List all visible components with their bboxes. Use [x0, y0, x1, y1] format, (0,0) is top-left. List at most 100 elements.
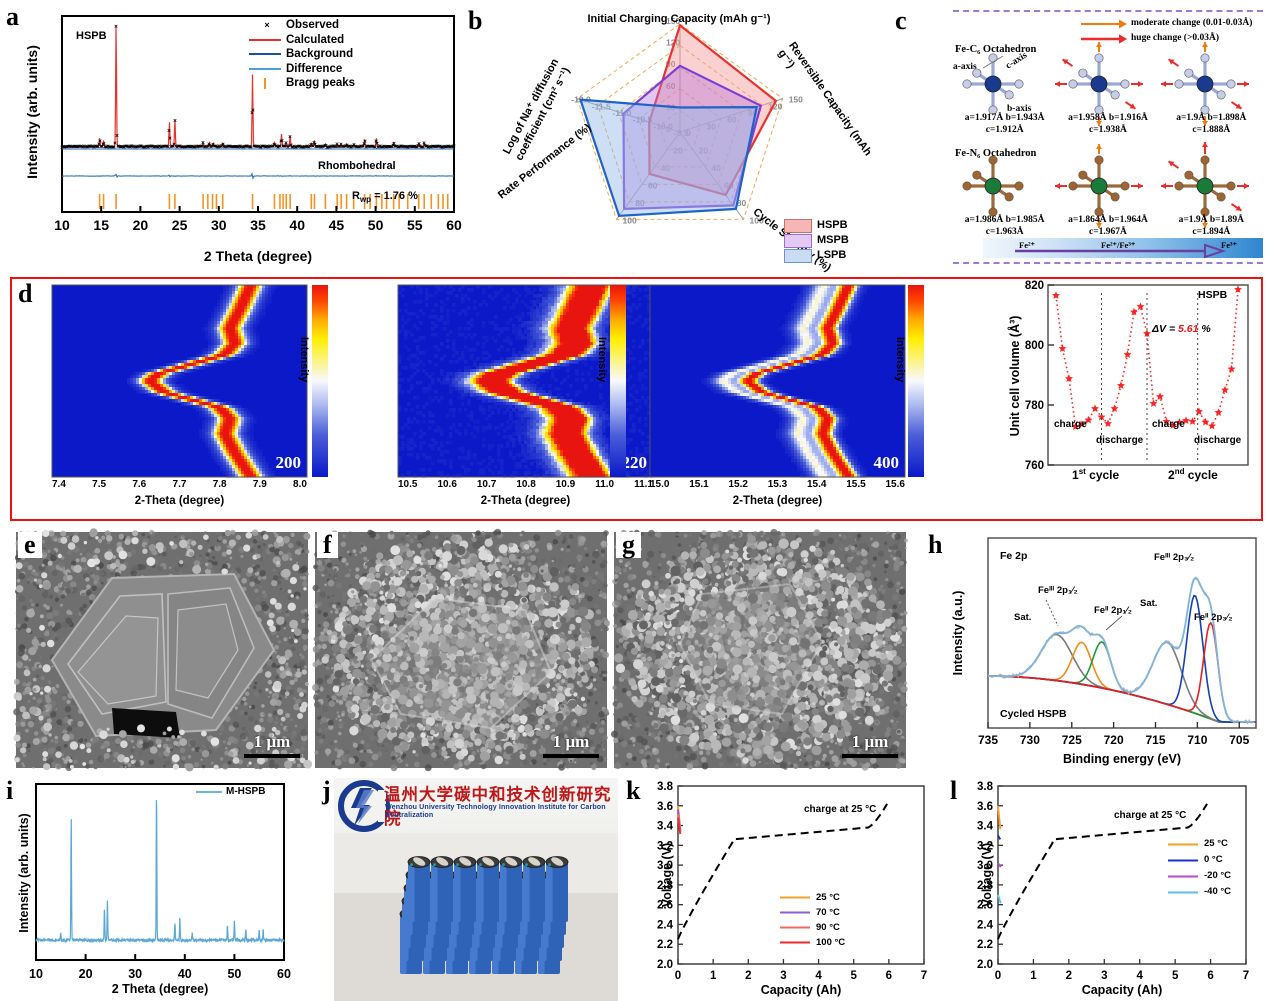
legend-label: 90 °C	[816, 922, 840, 933]
tick-label: 10.8	[516, 479, 536, 490]
panel-i-plot: 10 20 30 40 50 60	[29, 783, 291, 981]
panel-i-label: i	[6, 776, 14, 805]
scalebar-g-line	[842, 754, 898, 758]
valence-arrow-icon	[1015, 243, 1227, 259]
svg-text:25: 25	[172, 217, 188, 233]
svg-text:120: 120	[666, 38, 680, 48]
valence-label-0: Fe²⁺	[1019, 240, 1035, 250]
legend-item-70c: 70 °C	[780, 905, 845, 920]
tick-label: 15.2	[728, 479, 748, 490]
svg-text:100: 100	[623, 215, 637, 225]
svg-text:-10.5: -10.5	[633, 115, 653, 125]
ann-fe2-2p12: Feᴵᴵ 2p₁⁄₂	[1094, 605, 1132, 616]
svg-text:50: 50	[368, 217, 384, 233]
panel-c-axis-a: a-axis	[953, 62, 977, 72]
line-swatch-icon	[1168, 859, 1198, 861]
panel-d: d 200 7.4 7.5 7.6 7.7 7.8 7.9 8.0 2-Thet…	[10, 277, 1263, 521]
heatmap-200-image	[51, 284, 308, 478]
legend-item-bragg: Bragg peaks	[248, 76, 355, 91]
panel-g: g 1 μm	[611, 528, 908, 771]
tick-label: 8.0	[293, 479, 307, 490]
legend-label: Background	[286, 48, 354, 61]
legend-item-0c: 0 °C	[1168, 852, 1231, 868]
tick-label: 10.7	[476, 479, 497, 490]
heatmap-400-image	[649, 284, 906, 478]
svg-text:55: 55	[407, 217, 423, 233]
panel-b-legend: HSPB MSPB LSPB	[784, 218, 849, 263]
panel-e: e 1 μm	[13, 528, 313, 772]
delta-unit: %	[1198, 323, 1211, 335]
valence-label-2: Fe³⁺	[1221, 240, 1237, 250]
svg-text:60: 60	[724, 180, 734, 190]
legend-label: Difference	[286, 62, 343, 75]
legend-item-m40c: -40 °C	[1168, 884, 1231, 900]
svg-text:80: 80	[737, 198, 747, 208]
value-cell: a=1.864Å b=1.964Å c=1.967Å	[1068, 215, 1148, 237]
panel-k-label: k	[626, 776, 641, 805]
legend-label: MSPB	[817, 234, 849, 246]
legend-label: 100 °C	[816, 937, 846, 948]
legend-item-hspb: HSPB	[784, 218, 849, 233]
ann-sat-high: Sat.	[1014, 612, 1032, 623]
heatmap-200-xlabel: 2-Theta (degree)	[134, 495, 225, 507]
volume-plot-delta: ΔV = 5.61 %	[1152, 323, 1211, 335]
panel-e-label: e	[18, 532, 42, 558]
rwp-subscript: wp	[359, 195, 372, 205]
legend-item-25c: 25 °C	[1168, 836, 1231, 852]
svg-text:20: 20	[699, 146, 709, 156]
ann-fe3-2p32: Feᴵᴵᴵ 2p₃⁄₂	[1154, 552, 1195, 563]
heatmap-220-xlabel: 2-Theta (degree)	[480, 495, 571, 507]
tick-label: 7.9	[252, 479, 267, 490]
color-swatch	[784, 233, 812, 248]
panel-l-charge-note: charge at 25 °C	[1114, 810, 1187, 821]
legend-item-m20c: -20 °C	[1168, 868, 1231, 884]
ann-fe3-2p12: Feᴵᴵᴵ 2p₁⁄₂	[1038, 585, 1078, 596]
tick-label: 15.6	[885, 479, 905, 490]
battery-stack-photo	[334, 833, 618, 1001]
svg-text:150: 150	[666, 16, 680, 26]
panel-a: a 10 15 20 25 30 35 40 45 50 55 60 HSPB Rhombohedr…	[0, 0, 466, 272]
panel-a-sample-label: HSPB	[76, 30, 107, 42]
panel-d-container	[10, 277, 1263, 521]
panel-a-rwp: Rwp = 1.76 %	[352, 190, 418, 204]
svg-text:60: 60	[446, 217, 462, 233]
panel-a-label: a	[6, 2, 19, 31]
legend-item-huge: huge change (>0.03Å)	[1081, 31, 1252, 46]
volume-plot-sample: HSPB	[1198, 289, 1228, 301]
tick-label: 10.5	[398, 479, 418, 490]
line-swatch-icon	[1168, 875, 1198, 877]
legend-label: -40 °C	[1204, 886, 1232, 897]
sem-image-f	[312, 528, 610, 772]
svg-text:-11.5: -11.5	[592, 101, 611, 111]
heatmap-400-xticks: 15.0 15.1 15.2 15.3 15.4 15.5 15.6	[650, 479, 905, 490]
svg-text:120: 120	[768, 101, 782, 111]
legend-item-calculated: Calculated	[248, 33, 355, 48]
legend-label: 0 °C	[1204, 854, 1223, 865]
scalebar-g-text: 1 μm	[851, 732, 889, 751]
svg-text:40: 40	[711, 163, 721, 173]
svg-text:0: 0	[686, 128, 691, 138]
legend-item-observed: × Observed	[248, 18, 355, 33]
segment-charge-2: charge	[1152, 419, 1185, 430]
bragg-tick-icon	[248, 78, 286, 90]
legend-item-difference: Difference	[248, 62, 355, 77]
svg-text:30: 30	[707, 121, 717, 131]
panel-b-axis-title-0: Initial Charging Capacity (mAh g⁻¹)	[587, 13, 771, 25]
panel-b-label: b	[468, 6, 483, 35]
panel-h: h 735 730 725 720 715 710 705 Fe 2p Cycled HSP…	[910, 530, 1268, 775]
panel-l: l 0 1 2 3 4 5 6 7 2.0 2.2 2.4 2.6 2.8 3.0 3.2 3.4 3.6 3.8…	[942, 778, 1268, 1001]
panel-c-axis-b: b-axis	[1007, 104, 1032, 114]
heatmap-400-xlabel: 2-Theta (degree)	[732, 495, 823, 507]
panel-f-label: f	[317, 532, 338, 558]
panel-c-row2-title: Fe-N₆ Octahedron	[955, 148, 1037, 159]
panel-a-ylabel: Intensity (arb. units)	[24, 45, 40, 179]
tick-label: 15.0	[650, 479, 670, 490]
scalebar-f-text: 1 μm	[552, 732, 590, 751]
segment-discharge-2: discharge	[1194, 435, 1242, 446]
panel-a-plot: 10 15 20 25 30 35 40 45 50 55 60	[54, 15, 462, 233]
cross-icon: ×	[264, 20, 270, 30]
scalebar-f-line	[543, 754, 599, 758]
legend-label: HSPB	[817, 219, 848, 231]
cycle-sup: st	[1078, 467, 1086, 476]
